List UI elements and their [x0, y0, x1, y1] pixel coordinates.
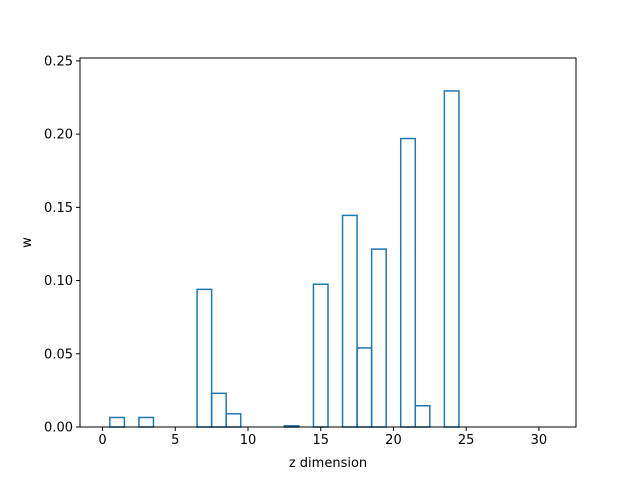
x-tick-label: 5	[171, 433, 179, 448]
x-tick-label: 30	[531, 433, 548, 448]
x-tick-label: 15	[312, 433, 329, 448]
y-axis-label: w	[20, 237, 35, 248]
y-tick-label: 0.00	[44, 421, 73, 436]
y-tick-label: 0.15	[44, 201, 73, 216]
y-tick-label: 0.10	[44, 274, 73, 289]
plot-frame	[79, 57, 577, 428]
x-tick-label: 20	[385, 433, 402, 448]
x-tick-label: 25	[458, 433, 475, 448]
x-tick-label: 0	[98, 433, 106, 448]
x-axis-label: z dimension	[289, 456, 367, 471]
y-tick-label: 0.20	[44, 128, 73, 143]
y-tick-label: 0.05	[44, 347, 73, 362]
axes: 0 5 10 15 20 25 30 0.00 0.05 0.10 0.15 0.20 0.25	[44, 54, 547, 448]
x-tick-label: 10	[240, 433, 257, 448]
y-tick-label: 0.25	[44, 54, 73, 69]
